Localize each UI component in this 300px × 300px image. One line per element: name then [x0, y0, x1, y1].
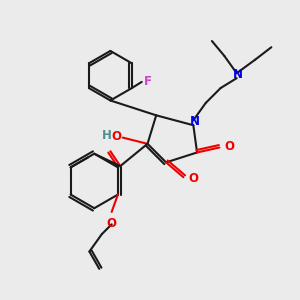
Text: N: N — [233, 68, 243, 81]
Text: O: O — [112, 130, 122, 143]
Text: O: O — [107, 217, 117, 230]
Text: F: F — [144, 75, 152, 88]
Text: N: N — [190, 115, 200, 128]
Text: O: O — [188, 172, 198, 185]
Text: O: O — [224, 140, 234, 153]
Text: H: H — [102, 129, 112, 142]
